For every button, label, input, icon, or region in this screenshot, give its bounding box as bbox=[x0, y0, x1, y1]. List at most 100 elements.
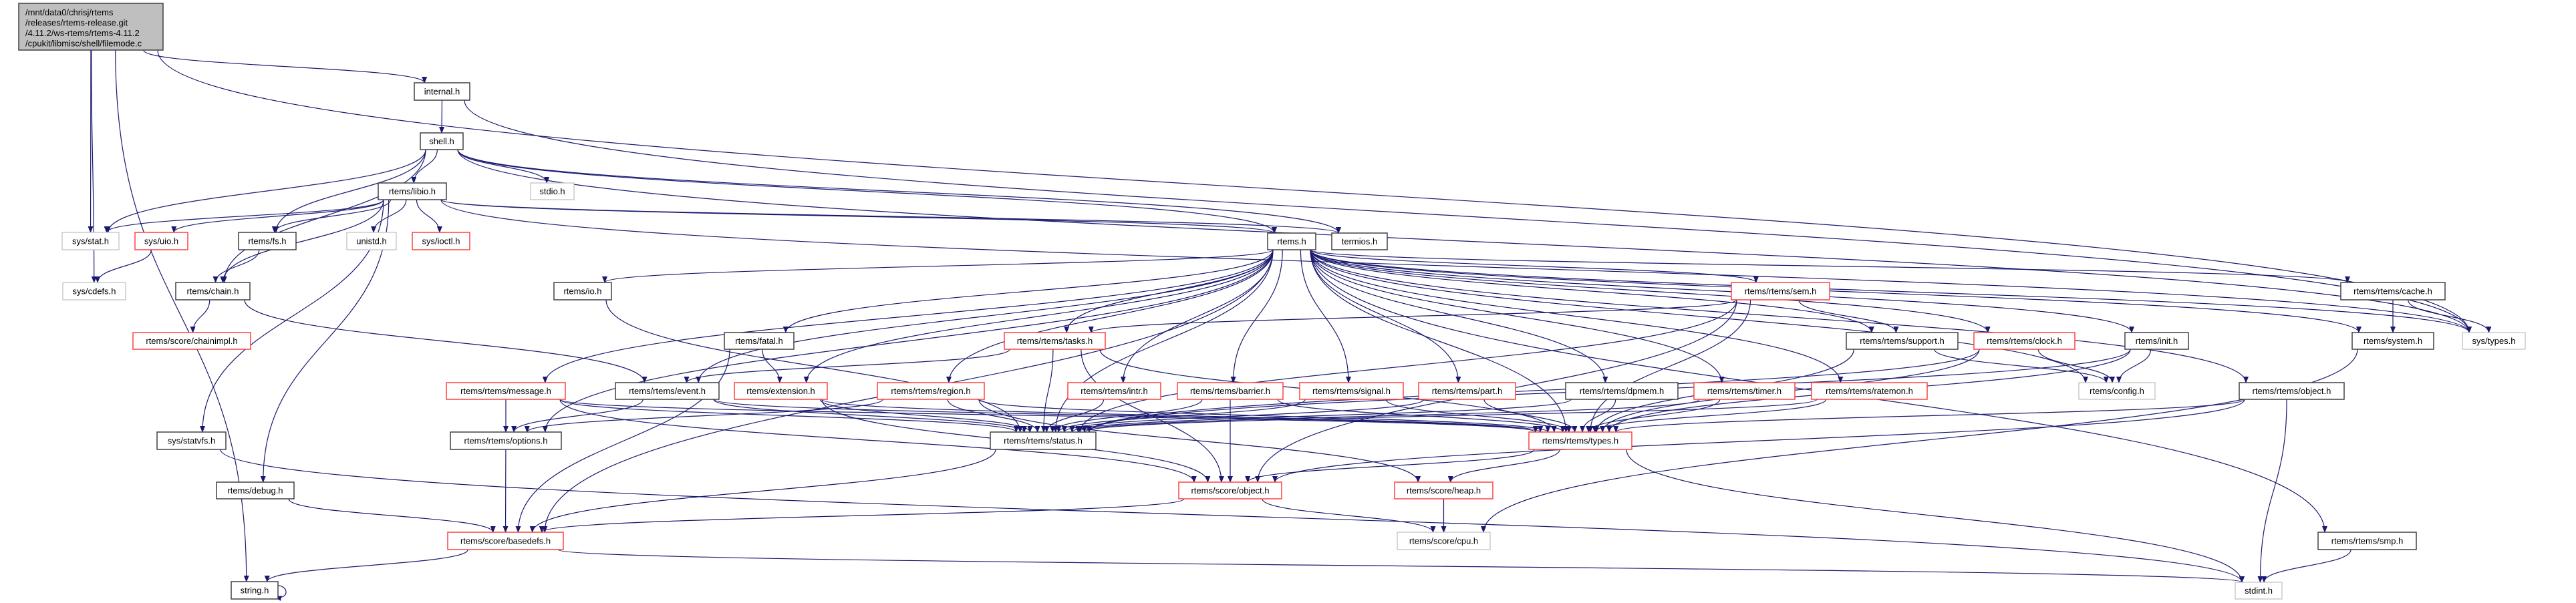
node-box[interactable] bbox=[2317, 532, 2417, 550]
dependency-edge bbox=[416, 199, 442, 233]
header-node-tasks[interactable]: rtems/rtems/tasks.h bbox=[1004, 332, 1106, 350]
header-node-heap[interactable]: rtems/score/heap.h bbox=[1394, 481, 1493, 499]
node-box[interactable] bbox=[1331, 232, 1388, 250]
header-node-rtems[interactable]: rtems.h bbox=[1267, 232, 1316, 250]
node-box[interactable] bbox=[378, 182, 447, 200]
node-box[interactable] bbox=[1177, 382, 1284, 400]
header-node-fs[interactable]: rtems/fs.h bbox=[238, 232, 297, 250]
node-box[interactable] bbox=[1299, 382, 1404, 400]
node-box[interactable] bbox=[990, 431, 1097, 450]
node-box[interactable] bbox=[1528, 431, 1632, 450]
dependency-edge bbox=[1069, 399, 1572, 433]
header-node-sem[interactable]: rtems/rtems/sem.h bbox=[1731, 282, 1830, 300]
dependency-edge bbox=[220, 449, 2245, 583]
header-node-clock[interactable]: rtems/rtems/clock.h bbox=[1973, 332, 2076, 350]
node-box[interactable] bbox=[553, 282, 612, 300]
header-node-termios[interactable]: termios.h bbox=[1331, 232, 1388, 250]
node-box[interactable] bbox=[134, 232, 188, 250]
header-node-statvfs[interactable]: sys/statvfs.h bbox=[156, 431, 227, 450]
header-node-part[interactable]: rtems/rtems/part.h bbox=[1418, 382, 1516, 400]
node-box[interactable] bbox=[216, 481, 295, 499]
dependency-edge bbox=[271, 199, 392, 233]
header-node-extension[interactable]: rtems/extension.h bbox=[734, 382, 828, 400]
header-node-robject[interactable]: rtems/rtems/object.h bbox=[2239, 382, 2345, 400]
dependency-edge bbox=[542, 249, 1274, 383]
header-node-types[interactable]: rtems/rtems/types.h bbox=[1528, 431, 1632, 450]
node-box[interactable] bbox=[1811, 382, 1928, 400]
header-node-shell[interactable]: shell.h bbox=[420, 132, 464, 150]
node-box[interactable] bbox=[1565, 382, 1679, 400]
node-box[interactable] bbox=[156, 431, 227, 450]
header-node-message[interactable]: rtems/rtems/message.h bbox=[446, 382, 566, 400]
node-box[interactable] bbox=[1178, 481, 1282, 499]
dependency-edge bbox=[1087, 349, 1980, 433]
dependency-edge bbox=[713, 399, 1027, 433]
node-label: rtems/rtems/barrier.h bbox=[1190, 386, 1270, 396]
header-node-status[interactable]: rtems/rtems/status.h bbox=[990, 431, 1097, 450]
header-node-init[interactable]: rtems/init.h bbox=[2124, 332, 2189, 350]
node-box[interactable] bbox=[1004, 332, 1106, 350]
header-node-sysuio[interactable]: sys/uio.h bbox=[134, 232, 188, 250]
node-box[interactable] bbox=[2351, 332, 2434, 350]
node-box[interactable] bbox=[1267, 232, 1316, 250]
node-box[interactable] bbox=[724, 332, 795, 350]
node-box[interactable] bbox=[1973, 332, 2076, 350]
node-box[interactable] bbox=[1394, 481, 1493, 499]
node-box[interactable] bbox=[446, 382, 566, 400]
node-box[interactable] bbox=[615, 382, 720, 400]
header-node-smp[interactable]: rtems/rtems/smp.h bbox=[2317, 532, 2417, 550]
header-node-intr[interactable]: rtems/rtems/intr.h bbox=[1067, 382, 1161, 400]
node-label: rtems/rtems/types.h bbox=[1542, 436, 1618, 446]
header-node-system[interactable]: rtems/system.h bbox=[2351, 332, 2434, 350]
header-node-support[interactable]: rtems/rtems/support.h bbox=[1846, 332, 1959, 350]
node-box[interactable] bbox=[877, 382, 985, 400]
dependency-edge bbox=[602, 249, 1274, 283]
node-box[interactable] bbox=[447, 532, 564, 550]
header-node-event[interactable]: rtems/rtems/event.h bbox=[615, 382, 720, 400]
header-node-dpmem[interactable]: rtems/rtems/dpmem.h bbox=[1565, 382, 1679, 400]
header-node-chainimpl[interactable]: rtems/score/chainimpl.h bbox=[132, 332, 251, 350]
dependency-edge bbox=[605, 299, 1023, 433]
node-box[interactable] bbox=[231, 581, 279, 600]
dependency-edge bbox=[819, 399, 1033, 433]
header-node-debug[interactable]: rtems/debug.h bbox=[216, 481, 295, 499]
header-node-internal[interactable]: internal.h bbox=[414, 82, 470, 101]
node-box[interactable] bbox=[2239, 382, 2345, 400]
node-box[interactable] bbox=[1731, 282, 1830, 300]
node-box[interactable] bbox=[420, 132, 464, 150]
header-node-io[interactable]: rtems/io.h bbox=[553, 282, 612, 300]
dependency-edge bbox=[1483, 399, 1578, 433]
node-box[interactable] bbox=[1067, 382, 1161, 400]
edges-layer bbox=[88, 49, 2492, 601]
header-node-ratemon[interactable]: rtems/rtems/ratemon.h bbox=[1811, 382, 1928, 400]
header-node-timer[interactable]: rtems/rtems/timer.h bbox=[1693, 382, 1796, 400]
header-node-fatal[interactable]: rtems/fatal.h bbox=[724, 332, 795, 350]
node-box[interactable] bbox=[1418, 382, 1516, 400]
node-box[interactable] bbox=[1846, 332, 1959, 350]
node-box[interactable] bbox=[450, 431, 562, 450]
header-node-chain[interactable]: rtems/chain.h bbox=[175, 282, 251, 300]
dependency-edge bbox=[104, 199, 384, 233]
header-node-region[interactable]: rtems/rtems/region.h bbox=[877, 382, 985, 400]
header-node-signal[interactable]: rtems/rtems/signal.h bbox=[1299, 382, 1404, 400]
header-node-ioctl[interactable]: sys/ioctl.h bbox=[412, 232, 470, 250]
header-node-string[interactable]: string.h bbox=[231, 581, 279, 600]
header-node-barrier[interactable]: rtems/rtems/barrier.h bbox=[1177, 382, 1284, 400]
node-box[interactable] bbox=[734, 382, 828, 400]
header-node-sobject[interactable]: rtems/score/object.h bbox=[1178, 481, 1282, 499]
dependency-edge bbox=[2257, 399, 2287, 583]
node-box[interactable] bbox=[175, 282, 251, 300]
header-node-cache[interactable]: rtems/rtems/cache.h bbox=[2340, 282, 2446, 300]
header-node-config: rtems/config.h bbox=[2078, 382, 2156, 400]
header-node-basedefs[interactable]: rtems/score/basedefs.h bbox=[447, 532, 564, 550]
header-node-libio[interactable]: rtems/libio.h bbox=[378, 182, 447, 200]
dependency-edge bbox=[1310, 249, 1461, 383]
node-box[interactable] bbox=[1693, 382, 1796, 400]
header-node-options[interactable]: rtems/rtems/options.h bbox=[450, 431, 562, 450]
node-box[interactable] bbox=[2340, 282, 2446, 300]
node-box[interactable] bbox=[238, 232, 297, 250]
node-box[interactable] bbox=[412, 232, 470, 250]
node-box[interactable] bbox=[132, 332, 251, 350]
node-box[interactable] bbox=[414, 82, 470, 101]
node-box[interactable] bbox=[2124, 332, 2189, 350]
